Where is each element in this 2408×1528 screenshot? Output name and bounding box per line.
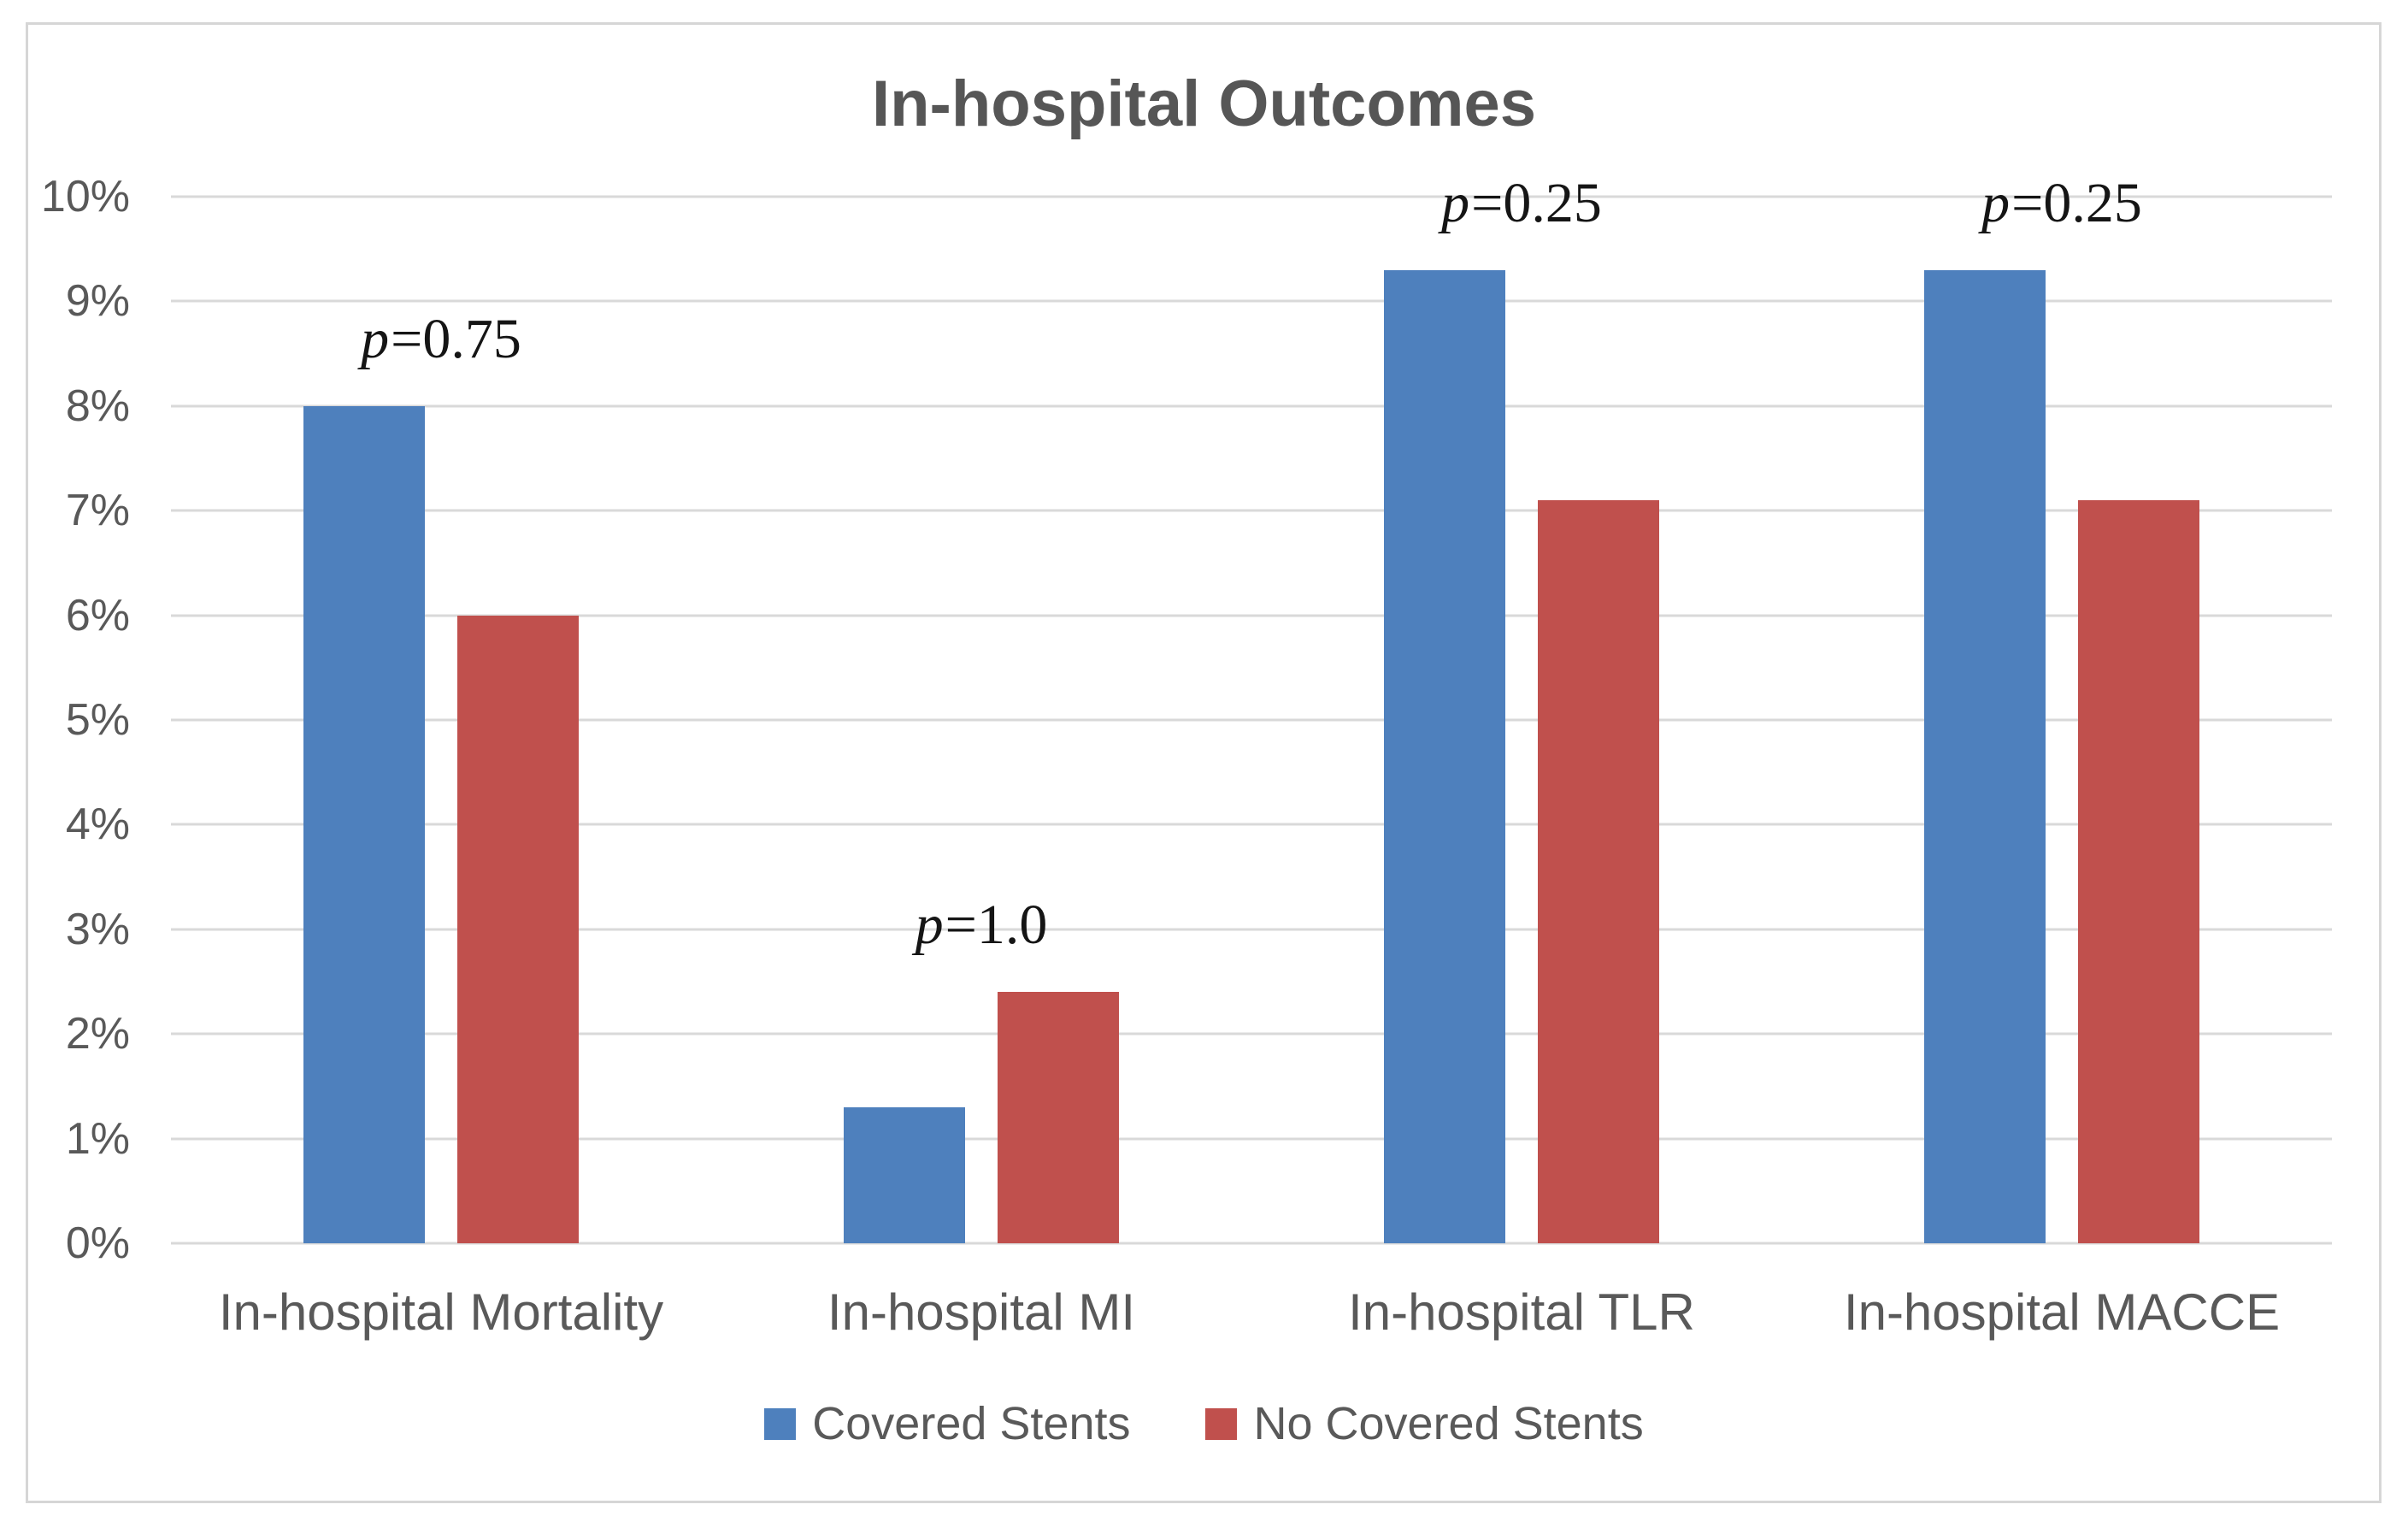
category-label-in-hospital-macce: In-hospital MACCE — [1843, 1283, 2281, 1341]
legend-entry-no-covered-stents: No Covered Stents — [1205, 1398, 1644, 1449]
bar-group-in-hospital-macce: p=0.25 — [1792, 174, 2332, 1243]
gridline-9pct — [171, 299, 2332, 303]
legend-swatch-covered-stents — [764, 1407, 797, 1440]
y-axis-tick-label: 9% — [65, 276, 130, 327]
chart-title: In-hospital Outcomes — [872, 68, 1536, 140]
p-value-label-in-hospital-macce: p=0.25 — [1981, 171, 2142, 234]
bar-group-in-hospital-mi: p=1.0 — [711, 197, 1251, 1243]
bar-group-in-hospital-tlr: p=0.25 — [1251, 174, 1792, 1243]
y-axis-tick-label: 7% — [65, 486, 130, 536]
y-axis-tick-label: 0% — [65, 1218, 130, 1268]
legend-label-no-covered-stents: No Covered Stents — [1253, 1398, 1644, 1449]
category-label-in-hospital-mi: In-hospital MI — [827, 1283, 1136, 1341]
y-axis-tick-label: 8% — [65, 381, 130, 431]
y-axis-tick-label: 3% — [65, 904, 130, 954]
gridline-3pct — [171, 928, 2332, 931]
legend-swatch-no-covered-stents — [1205, 1407, 1238, 1440]
gridline-7pct — [171, 509, 2332, 512]
gridline-4pct — [171, 823, 2332, 826]
y-axis-tick-label: 4% — [65, 799, 130, 850]
gridline-10pct — [171, 195, 2332, 198]
bar-no-covered-stents-in-hospital-tlr — [1538, 499, 1659, 1243]
legend-label-covered-stents: Covered Stents — [812, 1398, 1131, 1449]
y-axis-tick-label: 10% — [40, 172, 130, 221]
y-axis-tick-label: 1% — [65, 1113, 130, 1164]
bar-group-in-hospital-mortality: p=0.75 — [171, 197, 711, 1243]
category-label-in-hospital-mortality: In-hospital Mortality — [218, 1283, 664, 1341]
legend-entry-covered-stents: Covered Stents — [764, 1401, 1130, 1447]
p-value-label-in-hospital-mi: p=1.0 — [915, 894, 1048, 957]
bar-covered-stents-in-hospital-mi — [844, 1106, 965, 1243]
gridline-6pct — [171, 614, 2332, 617]
y-axis-tick-label: 6% — [65, 590, 130, 640]
bar-no-covered-stents-in-hospital-macce — [2078, 499, 2199, 1243]
gridline-8pct — [171, 404, 2332, 408]
legend: Covered Stents No Covered Stents — [0, 1401, 2408, 1447]
plot-area: 0% 1% 2% 3% 4% 5% 6% 7% 8% 9% 10% p=0.75 In-hospital… — [41, 174, 2332, 1338]
category-label-in-hospital-tlr: In-hospital TLR — [1348, 1283, 1695, 1341]
gridline-5pct — [171, 718, 2332, 722]
y-axis-tick-label: 5% — [65, 695, 130, 745]
gridline-1pct — [171, 1137, 2332, 1141]
bar-covered-stents-in-hospital-macce — [1924, 269, 2046, 1243]
bar-no-covered-stents-in-hospital-mortality — [457, 615, 579, 1243]
p-value-label-in-hospital-mortality: p=0.75 — [361, 307, 521, 370]
bar-no-covered-stents-in-hospital-mi — [998, 992, 1119, 1243]
bar-covered-stents-in-hospital-tlr — [1384, 269, 1505, 1243]
bar-covered-stents-in-hospital-mortality — [303, 405, 425, 1243]
gridline-2pct — [171, 1032, 2332, 1035]
y-axis-tick-label: 2% — [65, 1009, 130, 1059]
gridline-0pct — [171, 1242, 2332, 1245]
p-value-label-in-hospital-tlr: p=0.25 — [1441, 171, 1602, 234]
